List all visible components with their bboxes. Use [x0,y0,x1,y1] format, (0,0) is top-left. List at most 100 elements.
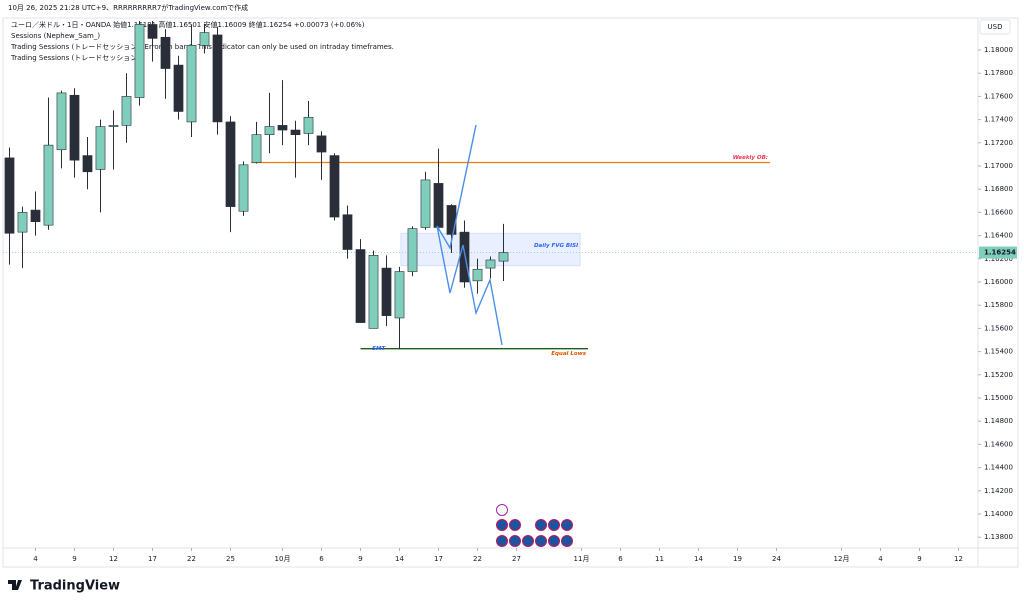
x-tick-label: 12 [954,555,963,563]
frame [2,17,1019,568]
candle-body [303,116,314,134]
candle-body [485,259,496,269]
symbol-line: ユーロ／米ドル・1日・OANDA 始値1.16181 高値1.16501 安値1… [11,20,365,29]
y-tick-label: 1.14000 [984,510,1013,518]
event-icon [522,535,534,547]
candle-body [95,126,106,170]
x-tick-label: 22 [473,555,482,563]
candle-body [4,157,15,234]
last-price-label: 1.16254 [984,249,1016,257]
x-tick-label: 14 [694,555,703,563]
x-tick-label: 6 [319,555,324,563]
event-icon [535,535,547,547]
indicator: Trading Sessions (トレードセッション): Error on b… [10,43,394,51]
candle-body [17,212,28,233]
candle-body [264,126,275,135]
event-icon [548,519,560,531]
indicator: Sessions (Nephew_Sam_) [11,32,100,40]
x-tick-label: 24 [772,555,781,563]
candle-body [368,255,379,329]
y-tick-label: 1.15000 [984,394,1013,402]
x-tick-label: 4 [878,555,883,563]
candle-body [355,249,366,323]
x-tick-label: 12月 [834,555,850,563]
y-tick-label: 1.16000 [984,278,1013,286]
candle-body [30,209,41,222]
candle-body [212,34,223,123]
y-tick-label: 1.15800 [984,301,1013,309]
candle-body [43,144,54,226]
y-tick-label: 1.14600 [984,440,1013,448]
event-icon [535,519,547,531]
last-price-tag [979,246,1017,259]
x-tick-label: 9 [358,555,362,563]
currency[interactable]: USD [988,23,1003,31]
candle-body [121,96,132,126]
candle-body [498,252,509,262]
projection-line [436,225,503,346]
candle-body [316,135,327,153]
x-tick-label: 6 [618,555,623,563]
y-tick-label: 1.16400 [984,232,1013,240]
candle-body [225,121,236,207]
created-note: 10月 26, 2025 21:28 UTC+9、RRRRRRRRR7がTrad… [8,3,248,12]
y-tick-label: 1.17200 [984,139,1013,147]
logo: TradingView [30,579,120,594]
candle-body [446,205,457,235]
x-tick-label: 17 [148,555,157,563]
x-tick-label: 17 [434,555,443,563]
indicator: Trading Sessions (トレードセッション) [10,54,140,62]
candle-body [147,24,158,39]
currency-box[interactable] [979,19,1011,35]
level-label: Equal Lows [551,351,586,357]
y-tick-label: 1.13800 [984,533,1013,541]
candle-body [251,134,262,163]
candle-body [420,179,431,228]
event-icon [561,519,573,531]
note: SMT [372,346,386,352]
plot: Daily FVG BISI Weekly OB: Equal Lows SMT [3,21,978,357]
candle-body [186,45,197,123]
candle-body [407,228,418,272]
y-tick-label: 1.17400 [984,116,1013,124]
y-tick-label: 1.15600 [984,324,1013,332]
x-tick-label: 11月 [574,555,590,563]
event-icon [496,504,508,516]
event-icons [496,504,573,547]
y-tick-label: 1.17800 [984,69,1013,77]
candle-body [472,268,483,282]
candle-body [459,231,470,283]
candle-body [134,24,145,98]
candle-body [277,125,288,131]
candle-body [69,94,80,161]
candle-body [238,164,249,212]
y-tick-label: 1.16200 [984,255,1013,263]
x-tick-label: 25 [226,555,235,563]
zone-label: Daily FVG BISI [534,243,578,249]
candle-body [173,64,184,112]
y-tick-label: 1.17600 [984,92,1013,100]
candle-body [381,267,392,316]
y-tick-label: 1.14200 [984,487,1013,495]
x-tick-label: 4 [33,555,38,563]
candle-body [342,214,353,250]
projection-line [436,124,477,250]
event-icon [548,535,560,547]
x-tick-label: 9 [72,555,76,563]
y-tick-label: 1.14800 [984,417,1013,425]
event-icon [496,519,508,531]
candle-body [56,92,67,151]
candle-body [108,125,119,127]
candle-body [290,129,301,135]
x-tick-label: 9 [917,555,921,563]
candle-body [82,155,93,173]
x-tick-label: 22 [187,555,196,563]
y-tick-label: 1.16600 [984,208,1013,216]
y-tick-label: 1.14400 [984,464,1013,472]
x-tick-label: 14 [395,555,404,563]
x-tick-label: 19 [733,555,742,563]
y-tick-label: 1.18000 [984,46,1013,54]
event-icon [561,535,573,547]
